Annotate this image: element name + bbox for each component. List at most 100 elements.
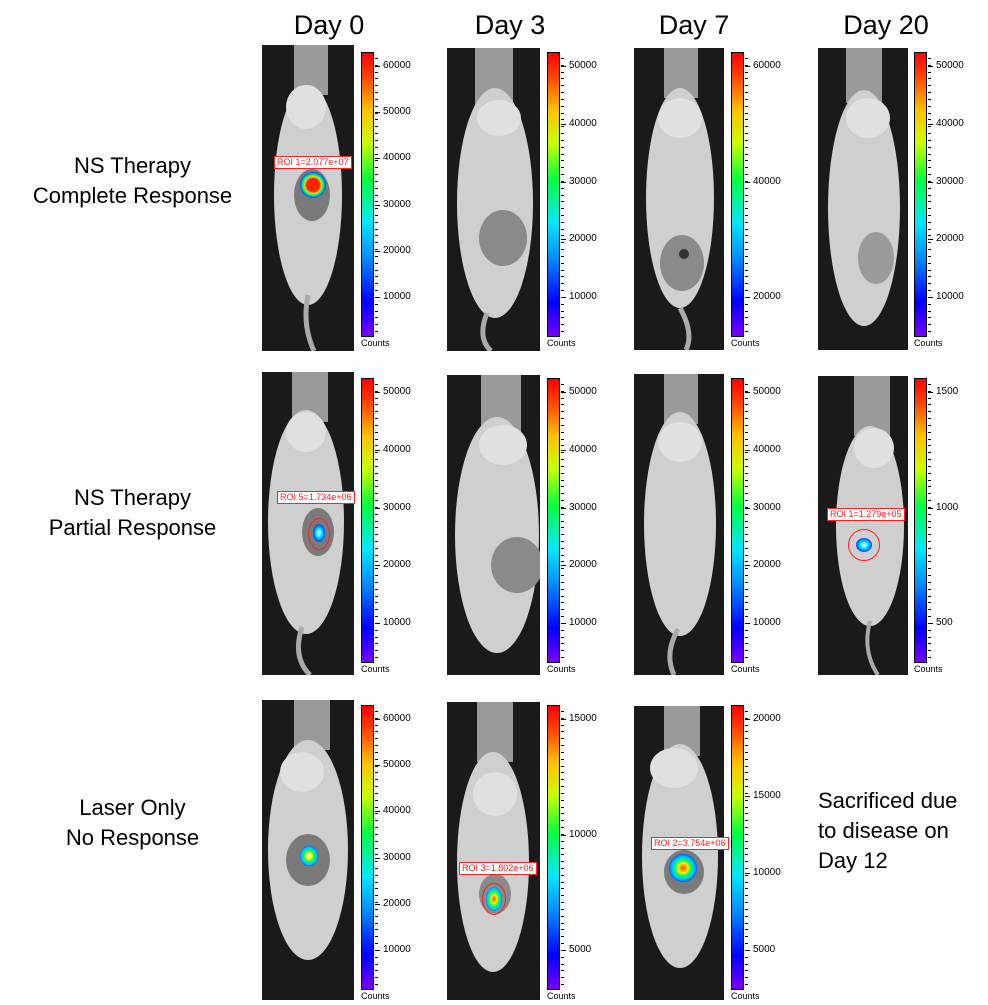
scale-minor-tick <box>928 221 931 223</box>
scale-minor-tick <box>745 160 748 162</box>
scale-tick-label: 50000 <box>745 386 781 397</box>
row-label-line1: Laser Only <box>79 795 186 820</box>
scale-minor-tick <box>745 58 748 59</box>
scale-minor-tick <box>928 331 931 332</box>
scale-tick-label: 500 <box>928 617 953 628</box>
scale-minor-tick <box>745 317 748 319</box>
scale-minor-tick <box>745 936 748 938</box>
scale-tick-label: 10000 <box>375 291 411 302</box>
scale-minor-tick <box>375 167 378 169</box>
scale-minor-tick <box>561 139 564 141</box>
scale-minor-tick <box>375 411 378 413</box>
scale-minor-tick <box>745 269 748 271</box>
scale-minor-tick <box>928 310 931 312</box>
scale-minor-tick <box>375 792 378 794</box>
scale-minor-tick <box>375 493 378 495</box>
scale-minor-tick <box>928 418 931 420</box>
scale-minor-tick <box>375 915 378 917</box>
scale-tick-label: 40000 <box>375 152 411 163</box>
scale-minor-tick <box>375 902 378 904</box>
scale-minor-tick <box>745 324 748 326</box>
scale-minor-tick <box>561 214 564 216</box>
scale-minor-tick <box>375 861 378 863</box>
scale-minor-tick <box>375 534 378 536</box>
scale-minor-tick <box>745 459 748 461</box>
scale-minor-tick <box>561 404 564 406</box>
scale-minor-tick <box>375 581 378 583</box>
scale-minor-tick <box>928 290 931 292</box>
scale-minor-tick <box>745 146 748 148</box>
scale-minor-tick <box>375 283 378 285</box>
scale-counts-label: Counts <box>731 991 760 1001</box>
scale-minor-tick <box>928 153 931 155</box>
note-line1: Sacrificed due <box>818 788 958 813</box>
scale-minor-tick <box>745 126 748 128</box>
scale-minor-tick <box>375 431 378 433</box>
scale-minor-tick <box>745 799 748 801</box>
scale-minor-tick <box>561 915 564 917</box>
scale-minor-tick <box>928 235 931 237</box>
scale-minor-tick <box>375 194 378 196</box>
scale-minor-tick <box>928 262 931 264</box>
scale-minor-tick <box>375 139 378 141</box>
scale-minor-tick <box>928 513 931 515</box>
scale-minor-tick <box>375 786 378 788</box>
bioluminescence-signal <box>486 887 502 911</box>
scale-counts-label: Counts <box>914 338 943 348</box>
scale-minor-tick <box>561 424 564 426</box>
scale-minor-tick <box>561 602 564 604</box>
scale-tick-label: 50000 <box>375 759 411 770</box>
scale-tick-label: 15000 <box>561 713 597 724</box>
scale-minor-tick <box>375 847 378 849</box>
scale-minor-tick <box>561 445 564 447</box>
note-line3: Day 12 <box>818 848 888 873</box>
scale-minor-tick <box>375 119 378 121</box>
scale-minor-tick <box>375 310 378 312</box>
scale-minor-tick <box>745 411 748 413</box>
scale-minor-tick <box>745 167 748 169</box>
scale-minor-tick <box>561 78 564 80</box>
scale-minor-tick <box>928 85 931 87</box>
scale-counts-label: Counts <box>361 991 390 1001</box>
scale-tick-label: 60000 <box>745 60 781 71</box>
scale-minor-tick <box>745 78 748 80</box>
color-scale-bar: 60000 40000 20000 Counts <box>731 52 799 352</box>
roi-circle <box>482 883 506 915</box>
scale-minor-tick <box>928 540 931 542</box>
scale-minor-tick <box>375 588 378 590</box>
scale-minor-tick <box>928 64 931 66</box>
scale-minor-tick <box>561 262 564 264</box>
scale-minor-tick <box>561 153 564 155</box>
scale-minor-tick <box>561 840 564 842</box>
scale-minor-tick <box>375 418 378 420</box>
column-header-day-3: Day 3 <box>474 10 546 40</box>
scale-minor-tick <box>745 180 748 182</box>
scale-minor-tick <box>561 276 564 278</box>
scale-minor-tick <box>375 214 378 216</box>
color-scale-bar: 15000 10000 5000 Counts <box>547 705 615 1005</box>
scale-minor-tick <box>928 78 931 80</box>
scale-minor-tick <box>375 616 378 618</box>
scale-minor-tick <box>745 745 748 747</box>
scale-minor-tick <box>561 609 564 611</box>
row-label-line2: Partial Response <box>48 515 217 540</box>
scale-minor-tick <box>375 324 378 326</box>
scale-minor-tick <box>375 85 378 87</box>
scale-minor-tick <box>561 636 564 638</box>
scale-minor-tick <box>928 588 931 590</box>
scale-minor-tick <box>561 977 564 979</box>
scale-minor-tick <box>928 616 931 618</box>
scale-minor-tick <box>745 595 748 597</box>
scale-minor-tick <box>561 581 564 583</box>
bioluminescence-signal <box>669 854 697 882</box>
scale-minor-tick <box>928 98 931 100</box>
scale-minor-tick <box>928 438 931 440</box>
column-header-day-7: Day 7 <box>658 10 730 40</box>
scale-minor-tick <box>745 249 748 251</box>
scale-minor-tick <box>561 486 564 488</box>
scale-minor-tick <box>745 404 748 406</box>
scale-minor-tick <box>375 187 378 189</box>
mouse-image-complete-day0 <box>262 45 354 351</box>
scale-minor-tick <box>928 397 931 399</box>
scale-minor-tick <box>375 290 378 292</box>
